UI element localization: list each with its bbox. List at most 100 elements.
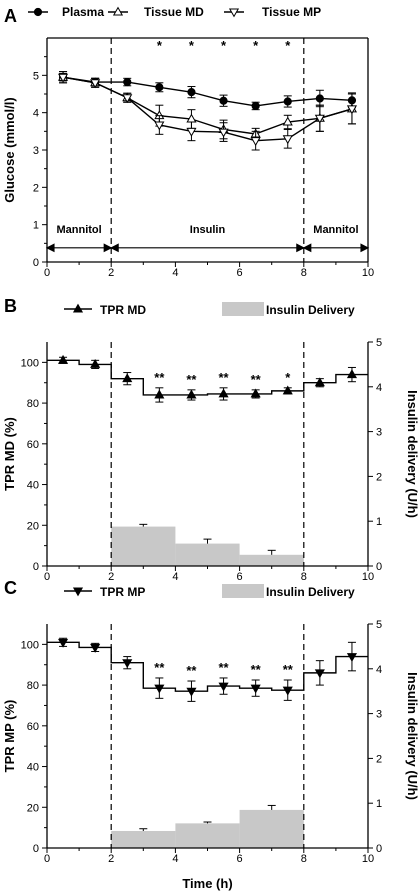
significance-marker: *: [285, 370, 291, 385]
panel-letter: C: [4, 578, 17, 598]
significance-marker: **: [251, 662, 262, 677]
data-point-triangle-down: [90, 643, 101, 653]
data-point-triangle-down: [154, 121, 165, 131]
legend-marker-triangle-up: [72, 303, 84, 313]
significance-marker: **: [283, 662, 294, 677]
x-tick-label: 4: [172, 267, 178, 279]
x-tick-label: 2: [108, 267, 114, 279]
y2-tick-label: 3: [376, 427, 382, 439]
legend-label: Insulin Delivery: [266, 303, 355, 317]
insulin-delivery-bar: [175, 543, 240, 566]
data-point-triangle-down: [57, 638, 69, 648]
x-tick-label: 0: [44, 853, 50, 865]
y-tick-label: 4: [33, 108, 39, 120]
data-point-triangle-up: [122, 373, 133, 383]
x-tick-label: 4: [172, 853, 178, 865]
significance-marker: **: [154, 370, 165, 385]
data-point-circle: [155, 83, 164, 92]
series-line-circle: [62, 76, 352, 107]
x-tick-label: 6: [237, 267, 243, 279]
legend-label: Insulin Delivery: [266, 585, 355, 599]
legend-marker-triangle-down: [72, 587, 84, 597]
data-point-triangle-down: [346, 653, 358, 662]
data-point-triangle-up: [154, 389, 165, 399]
significance-marker: **: [186, 372, 197, 387]
y2-tick-label: 3: [376, 709, 382, 721]
legend-swatch-insulin: [222, 302, 264, 316]
y2-tick-label: 4: [376, 664, 382, 676]
phase-label: Mannitol: [313, 224, 358, 236]
y-tick-label: 40: [27, 480, 39, 492]
insulin-error-bar: [139, 523, 148, 527]
legend-marker-triangle-up: [112, 6, 124, 16]
insulin-error-bar: [139, 828, 148, 831]
y-tick-label: 0: [33, 257, 39, 269]
phase-label: Insulin: [190, 224, 226, 236]
data-point-circle: [315, 94, 324, 103]
x-tick-label: 6: [237, 571, 243, 583]
y-tick-label: 20: [27, 520, 39, 532]
y2-axis-label: Insulin delivery (U/h): [405, 390, 420, 518]
y-tick-label: 60: [27, 439, 39, 451]
y-axis-label: TPR MD (%): [2, 417, 17, 491]
data-point-triangle-down: [346, 105, 358, 115]
x-tick-label: 8: [301, 853, 307, 865]
series-line-triangle-down: [47, 641, 368, 692]
y-tick-label: 60: [27, 721, 39, 733]
y-tick-label: 1: [33, 220, 39, 232]
y-tick-label: 2: [33, 182, 39, 194]
x-tick-label: 8: [301, 267, 307, 279]
y-tick-label: 80: [27, 398, 39, 410]
x-tick-label: 10: [362, 853, 374, 865]
legend-label: Tissue MD: [144, 5, 204, 19]
y-tick-label: 100: [21, 639, 39, 651]
y-axis-label: Glucose (mmol/l): [2, 97, 17, 202]
y2-tick-label: 0: [376, 843, 382, 855]
y2-tick-label: 2: [376, 753, 382, 765]
phase-arrow: [302, 243, 370, 253]
phase-arrowhead-right: [103, 243, 113, 253]
insulin-error-bar: [203, 538, 212, 544]
significance-marker: *: [189, 38, 195, 53]
significance-marker: **: [218, 370, 229, 385]
data-point-triangle-up: [250, 388, 261, 398]
data-point-circle: [219, 96, 228, 105]
data-point-triangle-up: [346, 369, 358, 379]
insulin-delivery-bar: [111, 526, 176, 566]
phase-label: Mannitol: [56, 224, 101, 236]
y-tick-label: 0: [33, 561, 39, 573]
data-point-circle: [187, 88, 196, 97]
y2-tick-label: 1: [376, 798, 382, 810]
x-tick-label: 6: [237, 853, 243, 865]
phase-arrowhead-right: [296, 243, 306, 253]
data-point-triangle-down: [90, 79, 101, 89]
data-point-triangle-up: [57, 354, 69, 364]
x-tick-label: 10: [362, 571, 374, 583]
significance-marker: **: [218, 660, 229, 675]
x-axis-label: Time (h): [182, 876, 232, 891]
data-point-triangle-up: [90, 358, 101, 368]
y-tick-label: 20: [27, 802, 39, 814]
significance-marker: **: [251, 372, 262, 387]
insulin-error-bar: [267, 549, 276, 555]
data-point-triangle-up: [282, 385, 293, 395]
data-point-triangle-up: [186, 389, 197, 399]
data-point-triangle-up: [218, 388, 229, 398]
data-point-triangle-up: [314, 377, 325, 387]
y2-tick-label: 5: [376, 619, 382, 631]
series-line-triangle-down: [62, 76, 353, 142]
panel-letter: A: [4, 6, 17, 26]
significance-marker: *: [221, 38, 227, 53]
y-tick-label: 3: [33, 145, 39, 157]
x-tick-label: 8: [301, 571, 307, 583]
x-tick-label: 10: [362, 267, 374, 279]
data-point-triangle-down: [186, 127, 197, 137]
y-tick-label: 0: [33, 843, 39, 855]
y2-tick-label: 1: [376, 516, 382, 528]
data-point-triangle-down: [57, 73, 69, 83]
legend-marker-circle: [33, 7, 43, 17]
y2-tick-label: 0: [376, 561, 382, 573]
phase-arrow: [109, 243, 306, 253]
insulin-delivery-bar: [175, 823, 240, 848]
insulin-error-bar: [267, 804, 276, 810]
